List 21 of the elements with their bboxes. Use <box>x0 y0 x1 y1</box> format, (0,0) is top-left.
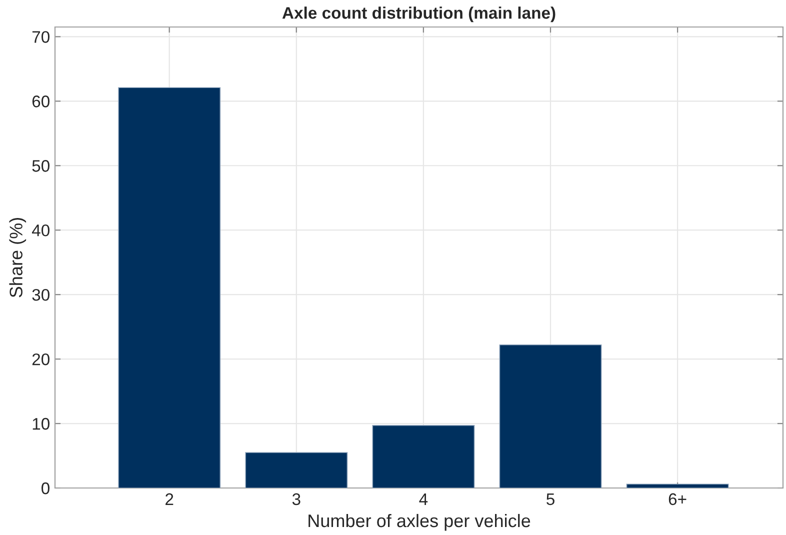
y-axis-title: Share (%) <box>9 218 26 298</box>
y-tick-label: 20 <box>32 353 50 366</box>
bar <box>499 344 602 488</box>
bar <box>118 87 221 488</box>
y-tick-label: 30 <box>32 288 50 301</box>
bar <box>372 425 475 488</box>
x-tick-label: 4 <box>419 493 428 505</box>
x-tick-label: 3 <box>292 493 300 506</box>
chart-title: Axle count distribution (main lane) <box>282 6 556 22</box>
y-tick-label: 10 <box>32 418 50 430</box>
bar <box>245 452 348 488</box>
x-tick-label: 6+ <box>668 493 686 506</box>
y-tick-label: 40 <box>32 224 50 236</box>
x-tick-label: 5 <box>546 493 554 506</box>
y-tick-label: 50 <box>32 160 50 172</box>
y-tick-label: 70 <box>32 31 50 43</box>
y-tick-label: 60 <box>32 96 50 108</box>
bar <box>626 484 729 488</box>
x-axis-title: Number of axles per vehicle <box>308 514 530 531</box>
y-tick-label: 0 <box>42 482 50 494</box>
x-tick-label: 2 <box>166 493 174 505</box>
